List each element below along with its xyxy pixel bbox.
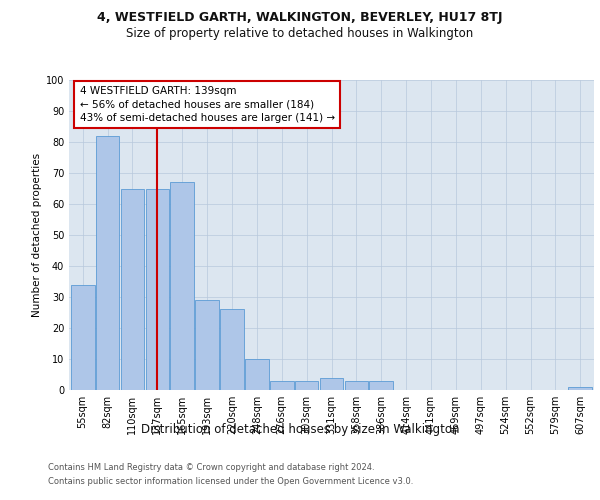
Bar xyxy=(344,380,368,390)
Text: Distribution of detached houses by size in Walkington: Distribution of detached houses by size … xyxy=(141,422,459,436)
Text: Contains HM Land Registry data © Crown copyright and database right 2024.: Contains HM Land Registry data © Crown c… xyxy=(48,462,374,471)
Bar xyxy=(121,188,144,390)
Y-axis label: Number of detached properties: Number of detached properties xyxy=(32,153,41,317)
Bar xyxy=(320,378,343,390)
Text: 4 WESTFIELD GARTH: 139sqm
← 56% of detached houses are smaller (184)
43% of semi: 4 WESTFIELD GARTH: 139sqm ← 56% of detac… xyxy=(79,86,335,122)
Text: 4, WESTFIELD GARTH, WALKINGTON, BEVERLEY, HU17 8TJ: 4, WESTFIELD GARTH, WALKINGTON, BEVERLEY… xyxy=(97,12,503,24)
Bar xyxy=(295,380,319,390)
Bar xyxy=(146,188,169,390)
Text: Size of property relative to detached houses in Walkington: Size of property relative to detached ho… xyxy=(127,28,473,40)
Text: Contains public sector information licensed under the Open Government Licence v3: Contains public sector information licen… xyxy=(48,478,413,486)
Bar xyxy=(96,136,119,390)
Bar xyxy=(568,387,592,390)
Bar xyxy=(195,300,219,390)
Bar xyxy=(71,284,95,390)
Bar xyxy=(270,380,293,390)
Bar xyxy=(370,380,393,390)
Bar xyxy=(170,182,194,390)
Bar xyxy=(245,359,269,390)
Bar xyxy=(220,310,244,390)
